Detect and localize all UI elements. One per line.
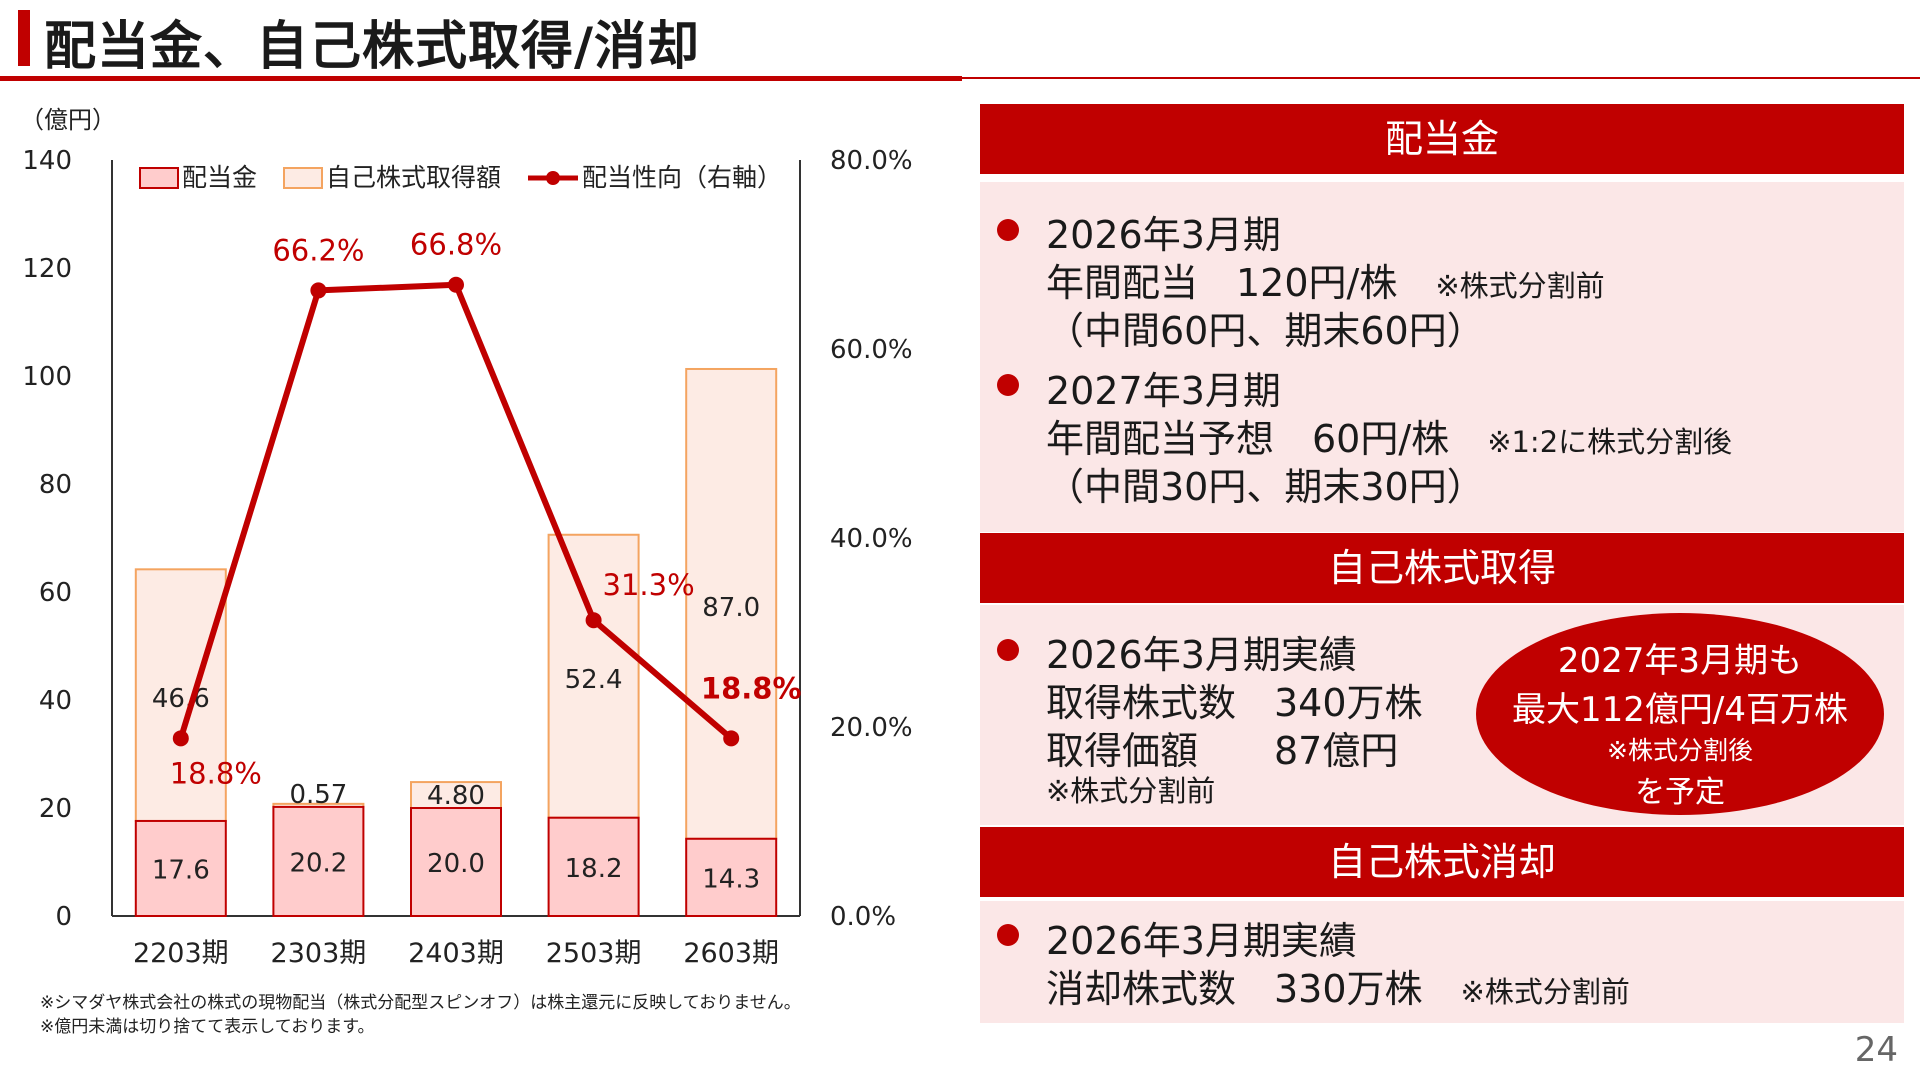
y-tick-label: 0 — [55, 902, 72, 932]
shareholder-return-chart: （億円） 0 20 40 60 80 100 120 140 0.0% 20.0% 40.0% 60.0… — [20, 106, 913, 969]
footnote-spinoff: ※シマダヤ株式会社の株式の現物配当（株式分配型スピンオフ）は株主還元に反映してお… — [40, 993, 801, 1013]
x-tick-label: 2303期 — [271, 938, 367, 969]
data-label-payout-ratio: 18.8% — [170, 756, 262, 790]
page-number: 24 — [1854, 1030, 1898, 1070]
x-tick-label: 2603期 — [683, 938, 779, 969]
dividend-item2-breakdown: （中間30円、期末30円） — [1046, 465, 1485, 509]
bar-buyback — [685, 367, 778, 840]
x-tick-label: 2403期 — [408, 938, 504, 969]
payout-ratio-point — [310, 282, 327, 299]
oval-line4: を予定 — [1635, 775, 1725, 810]
bar-dividend — [685, 837, 778, 918]
dividend-item1-period: 2026年3月期 — [1046, 213, 1281, 257]
payout-ratio-point — [448, 276, 464, 293]
data-label-buyback: 52.4 — [565, 665, 623, 695]
data-label-dividend: 20.2 — [289, 848, 347, 878]
data-label-payout-ratio: 66.8% — [410, 228, 502, 262]
title-rule-thin — [962, 77, 1920, 79]
cancel-header: 自己株式消却 — [980, 827, 1904, 897]
data-label-payout-ratio: 31.3% — [603, 568, 695, 602]
bullet-icon — [997, 924, 1019, 946]
legend-marker-payout-ratio — [546, 171, 560, 185]
dividend-item1-note: ※株式分割前 — [1435, 269, 1605, 303]
legend-label-payout-ratio: 配当性向（右軸） — [582, 163, 782, 192]
data-label-buyback: 4.80 — [427, 781, 485, 811]
data-label-payout-ratio: 18.8% — [701, 671, 802, 705]
oval-line2: 最大112億円/4百万株 — [1512, 690, 1848, 730]
buyback-period: 2026年3月期実績 — [1046, 633, 1357, 677]
buyback-header: 自己株式取得 — [980, 533, 1904, 603]
title-accent-bar — [18, 10, 30, 66]
title-rule — [0, 76, 962, 81]
cancel-period: 2026年3月期実績 — [1046, 919, 1357, 963]
bullet-icon — [997, 219, 1019, 241]
x-tick-label: 2203期 — [133, 938, 229, 969]
y-tick-label: 20 — [39, 794, 72, 824]
y2-tick-label: 60.0% — [830, 335, 913, 365]
data-label-buyback: 46.6 — [152, 684, 210, 714]
data-label-dividend: 20.0 — [427, 849, 485, 879]
dividend-item1-amount: 年間配当 120円/株 ※株式分割前 — [1046, 261, 1605, 305]
page-title: 配当金、自己株式取得/消却 — [44, 17, 700, 77]
bullet-icon — [997, 639, 1019, 661]
dividend-item2-note: ※1:2に株式分割後 — [1487, 425, 1733, 459]
cancel-body — [980, 901, 1904, 1023]
y-tick-label: 80 — [39, 470, 72, 500]
payout-ratio-point — [585, 612, 602, 629]
bar-dividend — [410, 807, 502, 917]
dividend-item2-period: 2027年3月期 — [1046, 369, 1281, 413]
dividend-item1-breakdown: （中間60円、期末60円） — [1046, 309, 1485, 353]
oval-line3: ※株式分割後 — [1607, 736, 1753, 765]
bar-dividend — [547, 816, 640, 917]
dividend-header: 配当金 — [980, 104, 1904, 174]
y2-tick-label: 0.0% — [830, 902, 896, 932]
data-label-dividend: 17.6 — [152, 855, 210, 885]
dividend-body — [980, 182, 1904, 532]
legend-label-buyback: 自己株式取得額 — [326, 163, 501, 192]
y-axis-unit-label: （億円） — [20, 106, 116, 134]
bar-dividend — [272, 805, 365, 917]
y-tick-label: 140 — [22, 146, 72, 176]
buyback-value: 取得価額 87億円 — [1046, 729, 1399, 773]
payout-ratio-line — [177, 281, 734, 741]
buyback-shares: 取得株式数 340万株 — [1046, 681, 1423, 725]
y-tick-label: 60 — [39, 578, 72, 608]
y-tick-label: 40 — [39, 686, 72, 716]
data-label-buyback: 87.0 — [702, 593, 760, 623]
x-tick-label: 2503期 — [546, 938, 642, 969]
oval-line1: 2027年3月期も — [1557, 641, 1803, 681]
y2-tick-label: 20.0% — [830, 713, 913, 743]
dividend-item2-amount: 年間配当予想 60円/株 ※1:2に株式分割後 — [1046, 417, 1733, 461]
payout-ratio-point — [723, 730, 740, 747]
bar-buyback — [134, 568, 227, 822]
y-tick-label: 120 — [22, 254, 72, 284]
payout-ratio-point — [172, 730, 189, 747]
data-label-dividend: 14.3 — [702, 864, 760, 894]
bullet-icon — [997, 374, 1019, 396]
data-label-buyback: 0.57 — [289, 780, 347, 810]
y2-tick-label: 40.0% — [830, 524, 913, 554]
cancel-note: ※株式分割前 — [1460, 975, 1630, 1009]
footnote-rounding: ※億円未満は切り捨てて表示しております。 — [40, 1017, 375, 1037]
y-tick-label: 100 — [22, 362, 72, 392]
data-label-payout-ratio: 66.2% — [272, 233, 364, 267]
cancel-shares: 消却株式数 330万株 ※株式分割前 — [1046, 967, 1630, 1011]
data-label-dividend: 18.2 — [565, 854, 623, 884]
legend-swatch-dividend — [139, 167, 179, 189]
legend-label-dividend: 配当金 — [182, 163, 257, 192]
bar-dividend — [134, 819, 227, 918]
y2-tick-label: 80.0% — [830, 146, 913, 176]
buyback-plan-oval: 2027年3月期も 最大112億円/4百万株 ※株式分割後 を予定 — [1476, 613, 1884, 815]
buyback-note: ※株式分割前 — [1046, 774, 1216, 808]
legend-swatch-buyback — [283, 167, 323, 189]
